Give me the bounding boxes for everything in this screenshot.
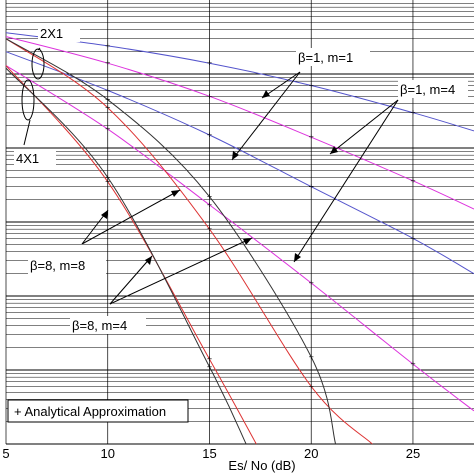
annotation-beta8-m8: β=8, m=8: [30, 258, 85, 273]
series-line-4: [5, 65, 474, 412]
annotation-2x1: 2X1: [40, 26, 63, 41]
arrow-line-beta1-m4-a: [329, 99, 399, 155]
series-4-point: +: [410, 359, 415, 369]
x-tick-label: 5: [2, 446, 9, 461]
annotation-beta8-m4: β=8, m=4: [72, 318, 127, 333]
arrow-head-beta1-m4-a: [330, 146, 338, 154]
series-1-point: +: [410, 108, 415, 118]
arrow-head-beta8-m8-a: [101, 210, 108, 219]
series-6-point: +: [207, 192, 212, 202]
series-7-point: +: [207, 354, 212, 364]
series-3-point: +: [309, 182, 314, 192]
x-tick-label: 10: [101, 446, 115, 461]
legend-label: + Analytical Approximation: [14, 404, 166, 419]
series-5-point: +: [105, 103, 110, 113]
x-tick-label: 25: [406, 446, 420, 461]
arrow-line-beta8-m4-b: [109, 237, 253, 305]
series-2-point: +: [105, 58, 110, 68]
series-4-point: +: [207, 200, 212, 210]
series-1-point: +: [207, 58, 212, 68]
arrow-head-beta8-m8-b: [171, 190, 180, 197]
series-4-point: +: [309, 278, 314, 288]
series-3-point: +: [410, 233, 415, 243]
series-7-point: +: [105, 177, 110, 187]
label-bg-beta8-m8: [28, 256, 106, 274]
series-2-point: +: [309, 132, 314, 142]
series-line-1: [5, 32, 474, 132]
label-bg-2x1: [38, 24, 80, 42]
annotation-4x1: 4X1: [16, 151, 39, 166]
label-bg-beta1-m1: [296, 48, 370, 66]
label-bg-beta1-m4: [398, 80, 468, 98]
x-axis: 5 10 15 20 25: [2, 446, 420, 461]
series-line-8: [5, 67, 247, 445]
series-1-point: +: [309, 80, 314, 90]
series-2-point: +: [410, 176, 415, 186]
series-6-point: +: [105, 95, 110, 105]
x-axis-label: Es/ No (dB): [228, 458, 295, 473]
series-line-2: [5, 36, 474, 210]
annotation-beta1-m1: β=1, m=1: [298, 50, 353, 65]
series-1-point: +: [105, 41, 110, 51]
series-line-6: [5, 38, 337, 445]
arrow-line-beta8-m4-a: [109, 255, 153, 305]
label-bg-beta8-m4: [70, 316, 146, 334]
arrow-head-beta1-m1-a: [262, 90, 270, 98]
arrow-line-beta1-m1-b: [231, 71, 301, 161]
leader-2x1: [37, 47, 41, 51]
arrow-head-beta1-m1-b: [232, 151, 239, 160]
series-group: ++++++++++++++++++++++++++: [5, 32, 474, 445]
series-2-point: +: [207, 91, 212, 101]
series-3-point: +: [207, 130, 212, 140]
series-5-point: +: [207, 224, 212, 234]
arrow-head-beta1-m4-b: [294, 253, 301, 262]
arrow-line-beta8-m8-b: [81, 189, 181, 245]
series-6-point: +: [309, 352, 314, 362]
legend-box: [7, 399, 189, 423]
series-8-point: +: [105, 172, 110, 182]
arrow-head-beta8-m4-a: [145, 256, 152, 265]
arrow-head-beta8-m4-b: [243, 238, 252, 245]
series-5-point: +: [309, 381, 314, 391]
annotation-beta1-m4: β=1, m=4: [400, 82, 455, 97]
series-line-3: [5, 51, 474, 275]
x-tick-label: 15: [202, 446, 216, 461]
series-4-point: +: [105, 124, 110, 134]
leader-4x1: [23, 119, 31, 146]
ellipse-2x1-marker: [31, 48, 45, 80]
label-bg-4x1: [14, 150, 56, 168]
x-tick-label: 20: [304, 446, 318, 461]
series-3-point: +: [105, 85, 110, 95]
annotations: 2X1 4X1 β=1, m=1 β=1, m=4 β=8, m=8 β=8, …: [7, 24, 468, 423]
ellipse-4x1-marker: [21, 79, 35, 121]
arrow-line-beta1-m4-b: [293, 99, 399, 263]
series-line-5: [5, 38, 373, 445]
series-8-point: +: [207, 362, 212, 372]
